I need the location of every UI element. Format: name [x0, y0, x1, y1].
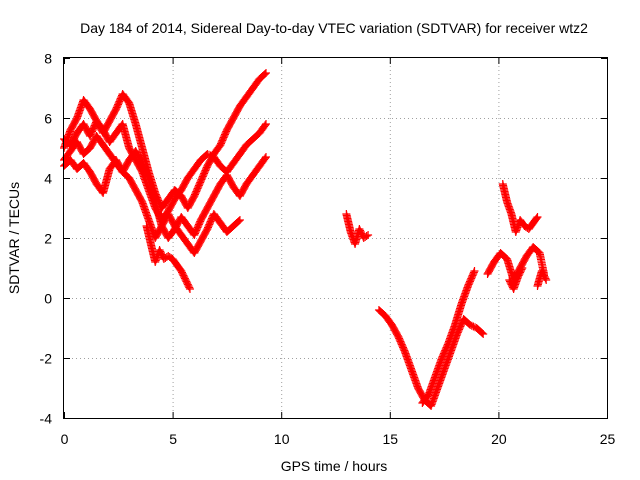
x-tick-label: 0 [61, 431, 69, 447]
y-tick-label: 2 [44, 231, 52, 247]
data-point-markers [498, 180, 542, 236]
data-point-markers [342, 210, 373, 248]
series-track-6 [342, 210, 373, 248]
y-tick-label: -2 [40, 351, 53, 367]
x-axis-ticks: 0 5 10 15 20 25 [61, 58, 616, 447]
x-axis-label: GPS time / hours [281, 458, 388, 474]
grid [64, 58, 607, 418]
series-track-11 [505, 264, 527, 293]
data-point-markers [142, 222, 194, 293]
data-point-markers [418, 267, 479, 407]
data-point-markers [505, 264, 527, 293]
data-point-markers [533, 267, 551, 290]
chart-title: Day 184 of 2014, Sidereal Day-to-day VTE… [80, 20, 588, 36]
series-track-10 [498, 180, 542, 236]
series-track-12 [533, 267, 551, 290]
y-tick-label: 6 [44, 111, 52, 127]
x-tick-label: 20 [491, 431, 507, 447]
y-axis-ticks: -4 -2 0 2 4 6 8 [40, 51, 607, 427]
x-tick-label: 25 [600, 431, 616, 447]
y-tick-label: 4 [44, 171, 52, 187]
series-track-5 [142, 222, 194, 293]
x-tick-label: 15 [383, 431, 399, 447]
data-points [60, 69, 551, 410]
series-track-8 [418, 267, 479, 407]
y-tick-label: -4 [40, 411, 53, 427]
x-tick-label: 5 [169, 431, 177, 447]
plot-frame [63, 57, 608, 419]
x-tick-label: 10 [274, 431, 290, 447]
y-tick-label: 0 [44, 291, 52, 307]
y-axis-label: SDTVAR / TECUs [6, 182, 22, 294]
y-tick-label: 8 [44, 51, 52, 67]
